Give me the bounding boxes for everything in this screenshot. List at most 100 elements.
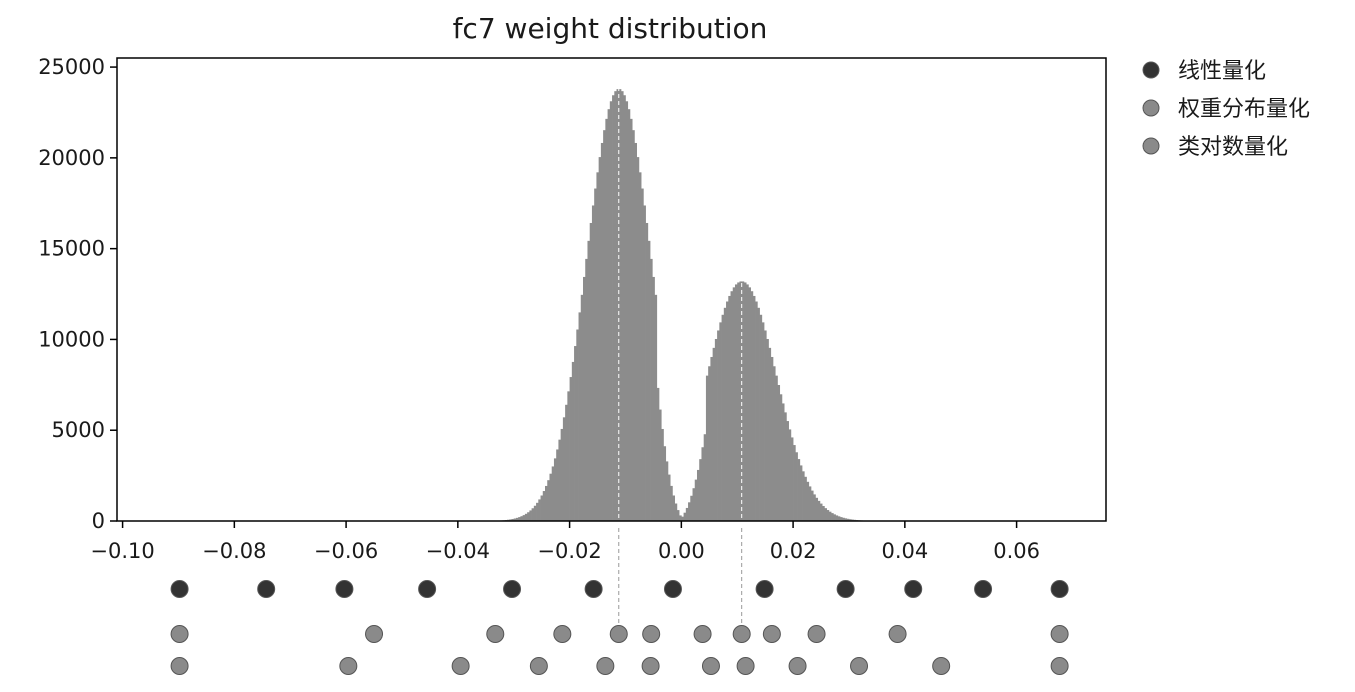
chart-title: fc7 weight distribution: [453, 12, 768, 45]
histogram-bar: [748, 287, 751, 521]
histogram-bar: [764, 330, 767, 521]
histogram-bar: [594, 188, 597, 521]
histogram-bar: [712, 347, 716, 521]
histogram-bar: [569, 377, 573, 521]
histogram-bar: [708, 366, 711, 521]
histogram-bar: [723, 307, 727, 521]
histogram-bar: [842, 517, 845, 521]
quantization-point: [339, 657, 358, 675]
histogram-bar: [795, 452, 798, 521]
histogram-bar: [580, 294, 584, 521]
histogram-bar: [545, 485, 548, 521]
histogram-bar: [739, 281, 743, 521]
legend-marker: [1142, 99, 1160, 117]
histogram-bar: [790, 437, 794, 521]
histogram-bar: [515, 517, 519, 521]
histogram-bar: [786, 421, 789, 521]
x-tick-label: 0.02: [770, 539, 817, 563]
histogram-bar: [589, 222, 593, 521]
histogram-bar: [605, 118, 608, 521]
y-tick-label: 15000: [38, 237, 105, 261]
histogram-bar: [527, 512, 530, 521]
y-tick-label: 25000: [38, 55, 105, 79]
histogram-bar: [819, 503, 823, 521]
histogram-bar: [533, 505, 537, 521]
histogram-bar: [509, 519, 512, 521]
quantization-point: [584, 580, 603, 598]
x-axis: −0.10 −0.08 −0.06 −0.04 −0.02 0.00 0.02 0.04 0.0…: [90, 521, 1040, 563]
y-axis: 0 5000 10000 15000 20000 25000: [38, 55, 117, 533]
histogram-bar: [670, 485, 673, 521]
histogram-bar: [757, 307, 760, 521]
quantization-point: [836, 580, 855, 598]
x-tick-label: 0.06: [993, 539, 1040, 563]
legend-marker: [1142, 137, 1160, 155]
quantization-point: [641, 657, 660, 675]
histogram-bar: [672, 495, 675, 521]
quantization-point: [807, 625, 826, 643]
quantization-point: [418, 580, 437, 598]
histogram-bar: [817, 500, 821, 521]
histogram-bar: [540, 495, 544, 521]
histogram-bar: [699, 459, 702, 521]
histogram-bar: [598, 157, 602, 521]
histogram-bar: [741, 281, 745, 521]
histogram-bar: [520, 516, 524, 521]
histogram-bar: [618, 89, 622, 521]
histogram-bar: [777, 384, 781, 521]
quantization-point: [257, 580, 276, 598]
histogram-bar: [522, 515, 526, 521]
quantization-point: [888, 625, 907, 643]
x-tick-label: 0.00: [658, 539, 705, 563]
histogram-bar: [603, 130, 606, 521]
histogram-bar: [587, 240, 591, 521]
histogram-bar: [591, 205, 595, 521]
quantization-point: [974, 580, 993, 598]
histogram-bar: [726, 301, 729, 521]
quantization-point: [663, 580, 682, 598]
quantization-point: [365, 625, 384, 643]
quantization-point: [170, 657, 189, 675]
histogram-bar: [768, 347, 772, 521]
histogram-bar: [848, 519, 852, 521]
histogram-bar: [703, 434, 707, 521]
histogram-bar: [775, 375, 778, 521]
histogram-bar: [571, 361, 575, 521]
histogram-bar: [761, 322, 765, 521]
histogram-bar: [714, 338, 718, 521]
histogram-bar: [531, 508, 535, 521]
histogram-bar: [674, 503, 678, 521]
histogram-bar: [629, 118, 633, 521]
histogram-bar: [710, 356, 713, 521]
histogram-bar: [730, 291, 734, 521]
histogram-bar: [650, 258, 653, 521]
histogram-bar: [596, 172, 599, 521]
histogram-bar: [665, 461, 669, 521]
x-tick-label: −0.02: [537, 539, 601, 563]
quantization-point: [932, 657, 951, 675]
histogram-bar: [560, 428, 564, 521]
quantization-point: [788, 657, 807, 675]
x-tick-label: 0.04: [881, 539, 928, 563]
histogram-bar: [837, 516, 841, 521]
histogram-bar: [567, 391, 570, 521]
quantization-point: [850, 657, 869, 675]
x-tick-label: −0.04: [426, 539, 490, 563]
histogram-bar: [701, 447, 705, 521]
histogram-bar: [815, 497, 819, 521]
histogram-bar: [562, 417, 566, 521]
histogram-bar: [840, 517, 843, 521]
quantization-point: [596, 657, 615, 675]
histogram-bar: [511, 518, 515, 521]
legend-label: 类对数量化: [1178, 135, 1288, 160]
y-tick-label: 20000: [38, 146, 105, 170]
histogram-bar: [721, 314, 725, 521]
y-tick-label: 0: [92, 509, 105, 533]
histogram-bar: [667, 474, 671, 521]
quantization-point: [335, 580, 354, 598]
histogram-bar: [518, 517, 521, 521]
legend-label: 权重分布量化: [1178, 97, 1310, 122]
histogram-bar: [558, 439, 562, 521]
